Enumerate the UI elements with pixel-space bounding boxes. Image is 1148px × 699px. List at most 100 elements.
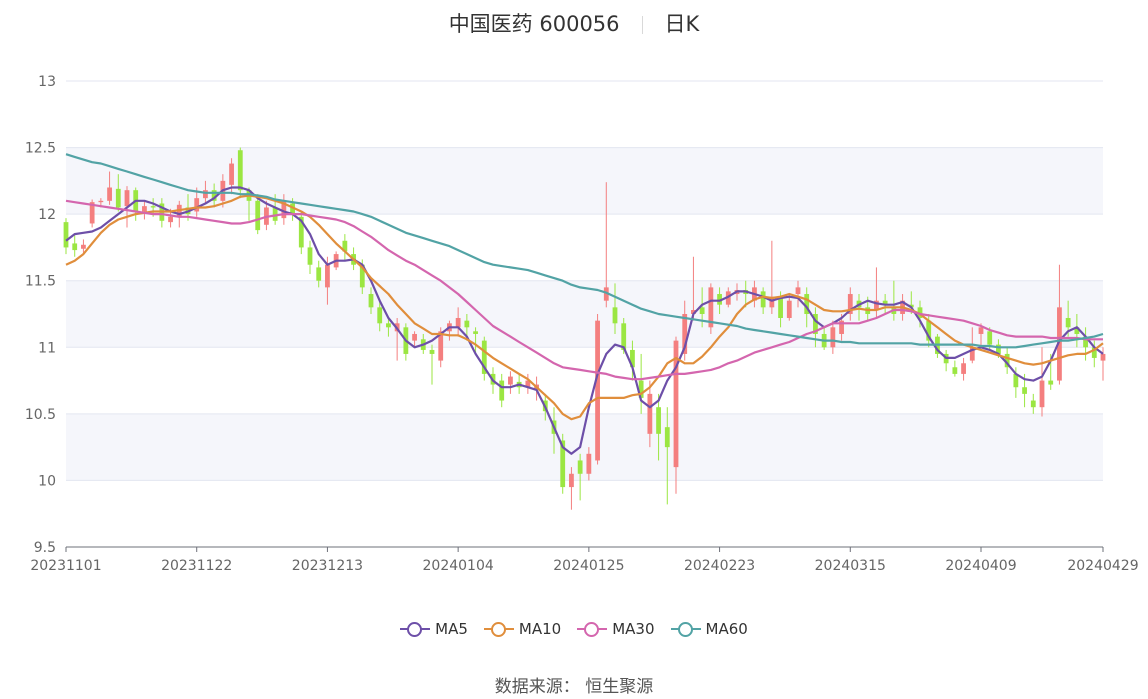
candle[interactable] [237,147,243,199]
candle-body [586,453,592,474]
candle-body [987,331,993,345]
legend-item-ma10[interactable]: MA10 [483,620,561,638]
candle[interactable] [133,187,139,221]
candle[interactable] [786,294,792,321]
candle[interactable] [656,393,661,461]
candle[interactable] [455,307,461,337]
candle[interactable] [961,357,966,381]
candle[interactable] [107,171,112,205]
candle[interactable] [281,194,287,225]
candle[interactable] [1074,314,1080,348]
candle[interactable] [142,200,147,220]
candle[interactable] [1057,264,1062,385]
y-tick-label: 12.5 [25,141,56,157]
candle-body [760,291,766,308]
legend-item-ma60[interactable]: MA60 [670,620,748,638]
candle[interactable] [586,447,592,481]
candle[interactable] [481,336,487,381]
candle[interactable] [760,287,766,314]
candle[interactable] [316,260,322,288]
candle[interactable] [429,344,435,385]
candle-body [89,202,95,224]
candle[interactable] [813,307,818,348]
candle[interactable] [847,287,853,321]
y-axis: 9.5 10 10.5 11 11.5 12 12.5 13 [25,74,56,556]
y-tick-label: 11 [38,340,56,356]
candle[interactable] [1083,327,1088,361]
candle[interactable] [560,433,566,494]
candle[interactable] [603,182,609,308]
candle-body [996,344,1001,354]
candle[interactable] [952,360,958,377]
candle[interactable] [630,340,635,381]
candle-body [569,473,574,488]
candle[interactable] [377,300,383,332]
candle[interactable] [412,331,417,348]
candle-body [560,440,566,488]
candle[interactable] [255,194,261,235]
candle-body [717,294,722,305]
candle-body [525,380,531,388]
candle-body [142,206,147,212]
x-tick-label: 20240409 [945,558,1016,574]
candle[interactable] [307,240,313,275]
candle[interactable] [612,283,618,334]
candle[interactable] [368,287,374,314]
candle[interactable] [499,373,505,408]
legend-item-ma30[interactable]: MA30 [577,620,655,638]
candle-body [229,163,234,185]
legend-marker-icon [400,622,431,637]
candle-body [691,310,696,314]
candle[interactable] [682,300,688,361]
y-tick-label: 10.5 [25,407,56,423]
candle[interactable] [795,280,801,308]
x-axis: 20231101 20231122 20231213 20240104 20240125… [30,546,1139,574]
candle-body [1065,317,1071,328]
candle[interactable] [664,407,670,505]
period-tab-daily-k[interactable]: 日K [664,12,700,36]
candle[interactable] [81,239,86,253]
ma-line-ma5 [65,186,1104,455]
candle[interactable] [115,174,121,212]
candle[interactable] [63,218,69,255]
ma-line-ma60 [65,153,1104,349]
candle-body [342,240,348,252]
grid-band [66,280,1103,348]
candle[interactable] [1004,347,1010,374]
candle[interactable] [525,373,531,394]
candle[interactable] [1091,340,1097,368]
candle-body [917,307,923,318]
candle-body [168,216,173,223]
candle[interactable] [830,320,836,354]
candle[interactable] [638,353,644,414]
candle[interactable] [508,371,513,394]
candle[interactable] [1039,347,1045,417]
candle[interactable] [691,256,696,321]
ma-lines [65,153,1104,455]
candle[interactable] [673,336,679,494]
candle[interactable] [569,467,574,510]
candle[interactable] [647,380,653,448]
candle[interactable] [342,234,348,261]
candle[interactable] [595,314,600,465]
candle[interactable] [708,283,714,334]
candle[interactable] [769,240,775,314]
candle-body [281,200,287,219]
candle-body [961,363,966,374]
legend-item-ma5[interactable]: MA5 [400,620,468,638]
candle-body [115,188,121,208]
candle[interactable] [473,327,478,354]
legend-marker-icon [670,622,701,637]
candle[interactable] [978,323,984,348]
candle[interactable] [577,453,583,501]
candle-body [508,376,513,385]
candle-body [481,340,487,374]
candle[interactable] [386,317,391,337]
candle[interactable] [1030,393,1036,414]
candle[interactable] [72,235,78,257]
candle[interactable] [211,183,217,208]
candle[interactable] [298,211,304,255]
candle-body [473,331,478,334]
candle-body [874,300,879,311]
candle[interactable] [943,349,949,372]
